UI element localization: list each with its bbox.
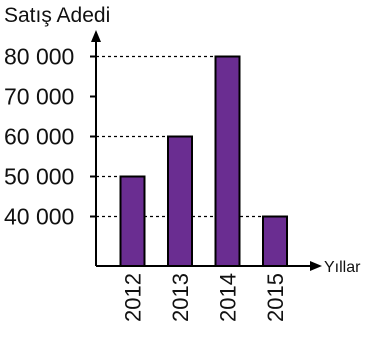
y-ticks: 80 000 70 000 60 000 50 000 40 000 (4, 44, 96, 230)
y-axis-arrow-icon (91, 30, 101, 42)
x-tick-label: 2014 (216, 273, 241, 322)
y-tick-label: 60 000 (4, 124, 74, 150)
y-axis-title: Satış Adedi (4, 4, 110, 27)
y-tick-label: 80 000 (4, 44, 74, 70)
x-tick-label: 2013 (168, 273, 193, 322)
x-ticks: 2012 2013 2014 2015 (121, 273, 289, 322)
bar-2012 (119, 175, 146, 267)
axes (91, 30, 322, 271)
bar-2013 (167, 135, 193, 267)
bar-2014 (214, 55, 241, 267)
x-axis-title: Yıllar (324, 259, 361, 276)
x-tick-label: 2015 (263, 273, 288, 322)
y-tick-label: 50 000 (4, 164, 74, 190)
bar-2015 (262, 215, 288, 267)
y-tick-label: 70 000 (4, 84, 74, 110)
x-axis-arrow-icon (310, 261, 322, 271)
x-tick-label: 2012 (121, 273, 146, 322)
bars (119, 55, 288, 267)
y-tick-label: 40 000 (4, 204, 74, 230)
